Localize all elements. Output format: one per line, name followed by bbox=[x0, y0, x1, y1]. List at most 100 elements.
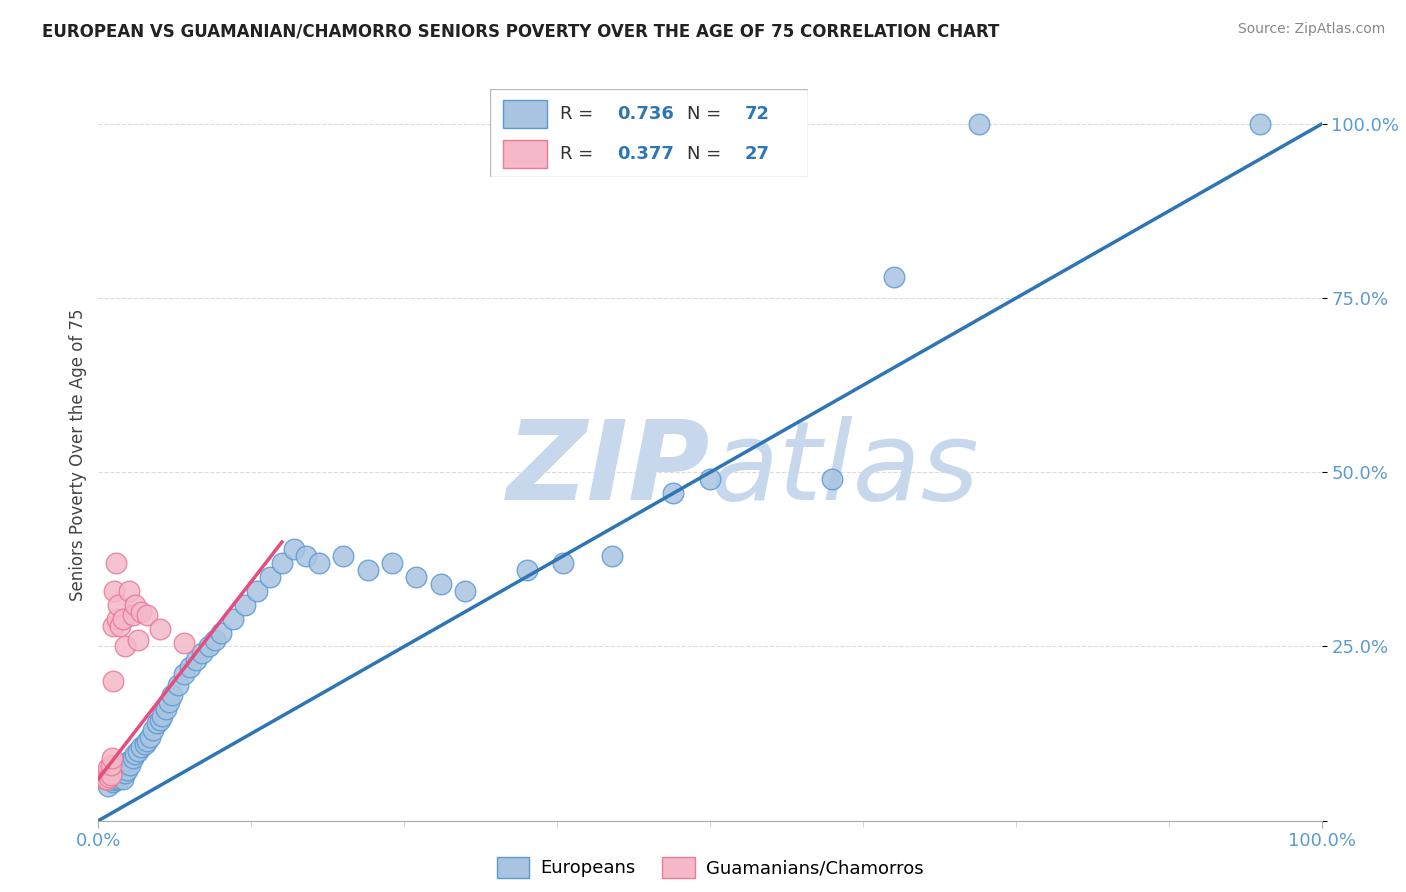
Point bbox=[118, 583, 141, 598]
Point bbox=[270, 556, 294, 570]
Point bbox=[149, 622, 172, 636]
Point bbox=[96, 772, 118, 786]
Point bbox=[454, 583, 477, 598]
Point bbox=[883, 270, 905, 285]
Point bbox=[114, 766, 136, 780]
Legend: Europeans, Guamanians/Chamorros: Europeans, Guamanians/Chamorros bbox=[489, 849, 931, 885]
Point bbox=[120, 758, 142, 772]
Point bbox=[356, 563, 378, 577]
Point bbox=[105, 612, 128, 626]
Point bbox=[101, 674, 124, 689]
Point bbox=[179, 660, 201, 674]
Point bbox=[114, 758, 136, 772]
Point bbox=[553, 556, 575, 570]
Point bbox=[1249, 117, 1271, 131]
Point bbox=[197, 640, 219, 654]
Point bbox=[103, 766, 125, 780]
Point bbox=[100, 772, 122, 786]
Point bbox=[111, 764, 134, 779]
Point bbox=[662, 486, 685, 500]
Text: ZIP: ZIP bbox=[506, 416, 710, 523]
Point bbox=[295, 549, 318, 563]
Point bbox=[146, 716, 169, 731]
Point bbox=[100, 761, 122, 775]
Point bbox=[110, 618, 132, 632]
Point bbox=[332, 549, 354, 563]
Point bbox=[186, 653, 208, 667]
Point bbox=[259, 570, 281, 584]
Point bbox=[104, 771, 127, 785]
Point bbox=[821, 472, 844, 486]
Point bbox=[246, 583, 269, 598]
Point bbox=[124, 747, 146, 762]
Point bbox=[110, 761, 132, 775]
Point bbox=[381, 556, 404, 570]
Point bbox=[97, 779, 120, 793]
Point bbox=[111, 612, 134, 626]
Text: Source: ZipAtlas.com: Source: ZipAtlas.com bbox=[1237, 22, 1385, 37]
Point bbox=[114, 640, 136, 654]
Point bbox=[967, 117, 990, 131]
Point bbox=[101, 775, 124, 789]
Point bbox=[101, 751, 124, 765]
Point bbox=[97, 761, 120, 775]
Point bbox=[699, 472, 721, 486]
Point bbox=[104, 556, 127, 570]
Point bbox=[136, 733, 159, 747]
Point bbox=[430, 576, 453, 591]
Point bbox=[115, 764, 138, 778]
Point bbox=[121, 608, 143, 623]
Y-axis label: Seniors Poverty Over the Age of 75: Seniors Poverty Over the Age of 75 bbox=[69, 309, 87, 601]
Point bbox=[127, 632, 149, 647]
Point bbox=[101, 618, 124, 632]
Point bbox=[100, 764, 122, 779]
Point bbox=[173, 636, 195, 650]
Point bbox=[283, 541, 305, 556]
Point bbox=[101, 768, 124, 782]
Point bbox=[222, 612, 245, 626]
Point bbox=[149, 713, 172, 727]
Point bbox=[107, 598, 129, 612]
Point bbox=[209, 625, 232, 640]
Point bbox=[600, 549, 623, 563]
Point bbox=[107, 768, 129, 782]
Text: atlas: atlas bbox=[710, 416, 979, 523]
Point bbox=[167, 678, 190, 692]
Point bbox=[127, 744, 149, 758]
Point bbox=[107, 764, 129, 778]
Point bbox=[111, 772, 134, 786]
Point bbox=[515, 563, 537, 577]
Point bbox=[405, 570, 427, 584]
Point bbox=[111, 764, 134, 778]
Point bbox=[173, 667, 195, 681]
Point bbox=[124, 598, 146, 612]
Point bbox=[100, 758, 122, 772]
Point bbox=[118, 755, 141, 769]
Point bbox=[129, 605, 152, 619]
Point bbox=[157, 695, 180, 709]
Point bbox=[308, 556, 330, 570]
Point bbox=[134, 737, 156, 751]
Point bbox=[98, 771, 121, 785]
Point bbox=[93, 772, 115, 786]
Point bbox=[94, 768, 117, 782]
Point bbox=[233, 598, 256, 612]
Text: EUROPEAN VS GUAMANIAN/CHAMORRO SENIORS POVERTY OVER THE AGE OF 75 CORRELATION CH: EUROPEAN VS GUAMANIAN/CHAMORRO SENIORS P… bbox=[42, 22, 1000, 40]
Point bbox=[100, 766, 122, 780]
Point bbox=[142, 723, 165, 737]
Point bbox=[105, 764, 128, 779]
Point bbox=[97, 764, 120, 779]
Point bbox=[204, 632, 226, 647]
Point bbox=[139, 730, 162, 744]
Point bbox=[105, 772, 128, 786]
Point bbox=[160, 688, 183, 702]
Point bbox=[110, 768, 132, 782]
Point bbox=[93, 772, 115, 786]
Point bbox=[129, 740, 152, 755]
Point bbox=[100, 768, 122, 782]
Point bbox=[103, 583, 125, 598]
Point bbox=[121, 751, 143, 765]
Point bbox=[150, 709, 173, 723]
Point bbox=[110, 766, 132, 780]
Point bbox=[136, 608, 159, 623]
